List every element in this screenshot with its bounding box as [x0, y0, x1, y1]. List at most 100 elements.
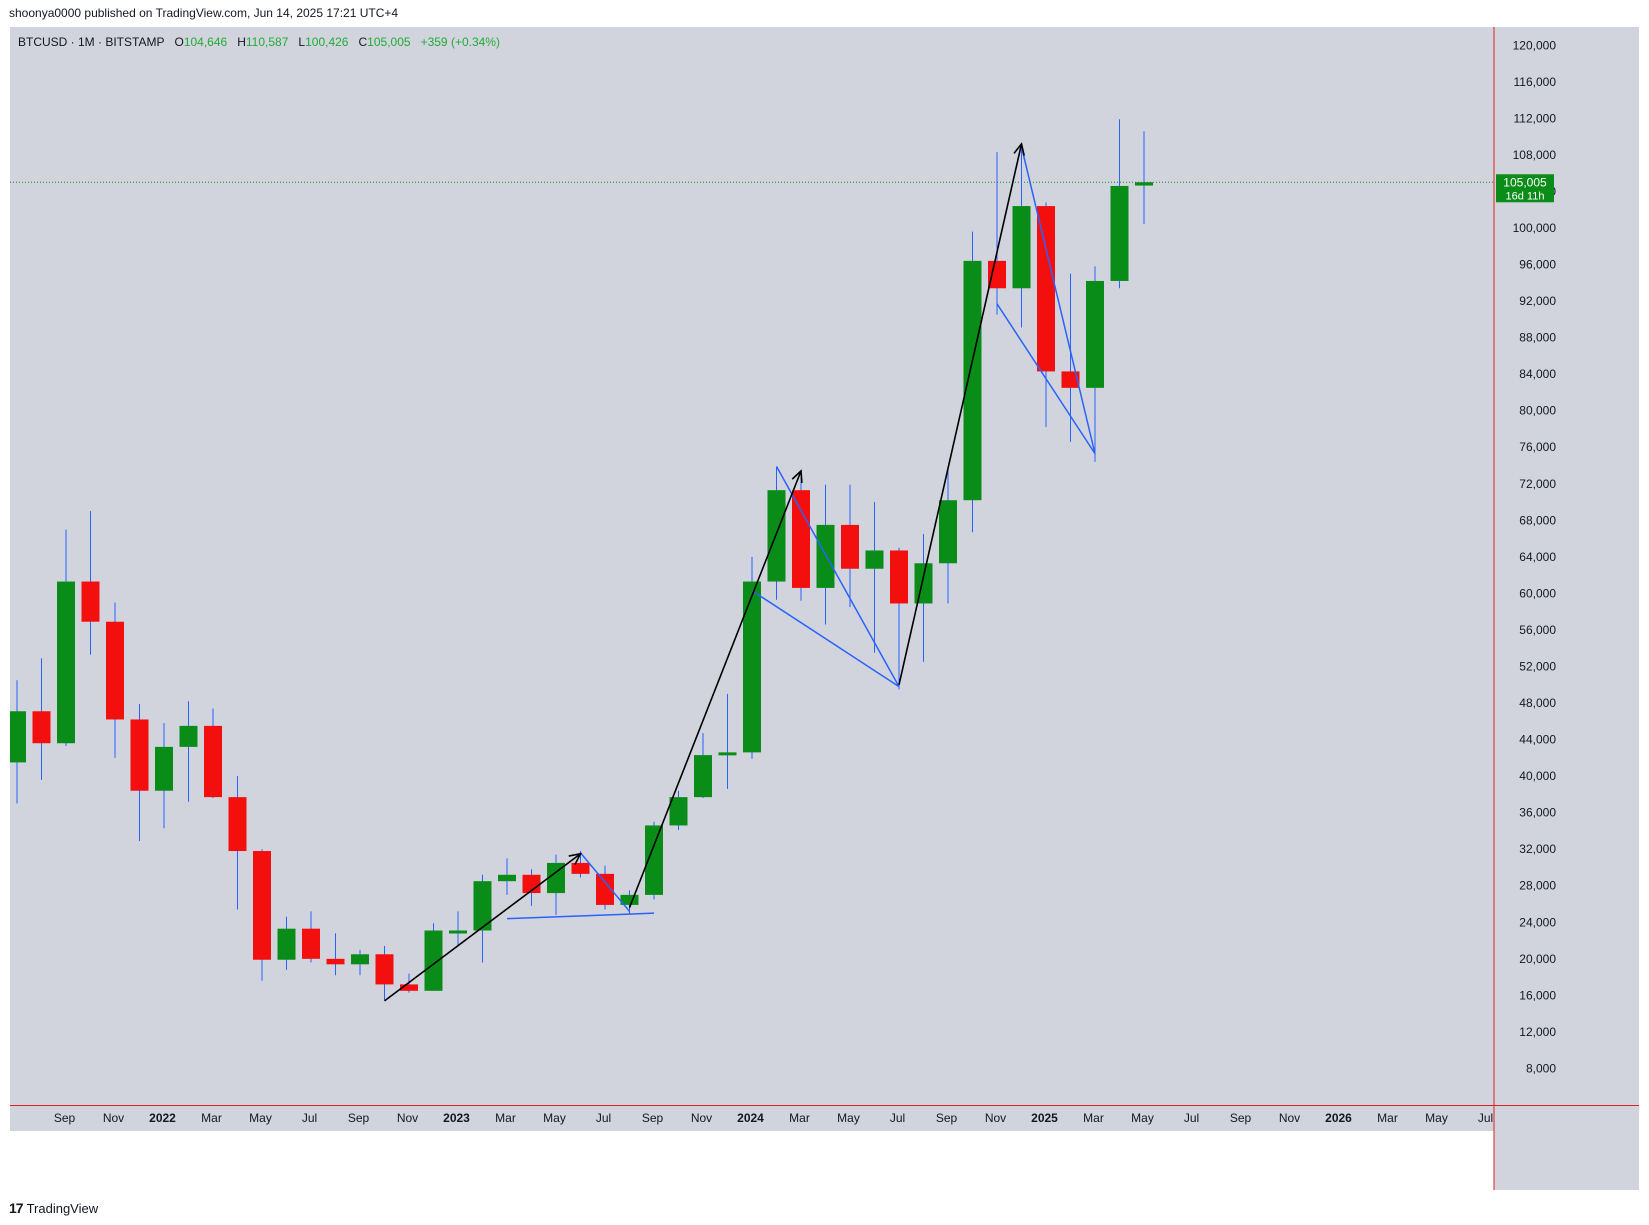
y-tick-label: 48,000 [1519, 696, 1556, 710]
trend-arrow-line[interactable] [898, 143, 1023, 685]
pattern-line[interactable] [579, 852, 631, 912]
candle-body[interactable] [596, 873, 614, 905]
low-value: 100,426 [305, 35, 349, 49]
x-tick-label: May [1425, 1111, 1448, 1125]
candle-body[interactable] [890, 550, 908, 604]
candle-body[interactable] [1110, 185, 1129, 281]
candle-body[interactable] [792, 490, 810, 588]
tradingview-logo-icon: 17 [9, 1200, 24, 1216]
y-tick-label: 32,000 [1519, 842, 1556, 856]
x-tick-label: 2025 [1031, 1111, 1058, 1125]
candle-body[interactable] [645, 825, 663, 895]
x-tick-label: Sep [54, 1111, 76, 1125]
y-tick-label: 36,000 [1519, 806, 1556, 820]
candlestick-chart[interactable]: 8,000 12,000 16,000 20,000 24,000 28,000 32,00… [10, 27, 1639, 1190]
candle-body[interactable] [718, 752, 737, 756]
candle-body[interactable] [130, 719, 149, 791]
tradingview-brand[interactable]: 17 TradingView [9, 1198, 98, 1218]
trend-arrow-line[interactable] [628, 470, 802, 908]
candle-body[interactable] [816, 524, 835, 588]
x-tick-label: Mar [1377, 1111, 1398, 1125]
arrow-head-icon [1013, 142, 1025, 156]
candle-body[interactable] [743, 581, 761, 753]
x-tick-label: Mar [789, 1111, 810, 1125]
candle-body[interactable] [522, 874, 541, 894]
change-value: +359 (+0.34%) [420, 35, 500, 49]
chart-area[interactable]: 8,000 12,000 16,000 20,000 24,000 28,000 32,00… [10, 27, 1639, 1190]
x-tick-label: Nov [691, 1111, 712, 1125]
symbol-label[interactable]: BTCUSD · 1M · BITSTAMP [18, 35, 165, 49]
y-tick-label: 72,000 [1519, 477, 1556, 491]
candle-body[interactable] [351, 954, 369, 965]
candle-body[interactable] [400, 984, 418, 991]
y-tick-label: 52,000 [1519, 659, 1556, 673]
candle-body[interactable] [914, 563, 933, 604]
candle-body[interactable] [571, 862, 590, 874]
publish-info: shoonya0000 published on TradingView.com… [9, 6, 399, 20]
y-tick-label: 84,000 [1519, 367, 1556, 381]
candle-body[interactable] [302, 928, 320, 959]
x-tick-label: May [837, 1111, 860, 1125]
y-tick-label: 60,000 [1519, 586, 1556, 600]
close-label: C [358, 35, 368, 49]
x-tick-label: Nov [397, 1111, 418, 1125]
price-badge [1496, 174, 1554, 203]
x-tick-label: Nov [103, 1111, 124, 1125]
candle-body[interactable] [865, 550, 884, 569]
pattern-line[interactable] [996, 146, 1096, 455]
candle-body[interactable] [620, 894, 639, 905]
candle-body[interactable] [988, 260, 1006, 289]
candle-body[interactable] [10, 711, 26, 763]
candle-body[interactable] [1061, 371, 1080, 388]
candle-body[interactable] [106, 621, 124, 720]
x-tick-label: Jul [596, 1111, 611, 1125]
y-tick-label: 108,000 [1513, 148, 1557, 162]
candle-body[interactable] [841, 524, 859, 569]
x-tick-label: Sep [348, 1111, 370, 1125]
y-tick-label: 56,000 [1519, 623, 1556, 637]
time-axis-background[interactable] [10, 1105, 1639, 1131]
candle-body[interactable] [424, 930, 443, 991]
x-tick-label: Sep [1230, 1111, 1252, 1125]
candle-body[interactable] [228, 797, 247, 852]
candle-body[interactable] [1012, 206, 1031, 289]
candle-body[interactable] [277, 928, 296, 960]
high-label: H [237, 35, 246, 49]
candle-body[interactable] [1135, 182, 1153, 186]
high-value: 110,587 [245, 35, 289, 49]
x-tick-label: May [1131, 1111, 1154, 1125]
candle-body[interactable] [1086, 280, 1104, 388]
y-tick-label: 64,000 [1519, 550, 1556, 564]
candle-body[interactable] [1037, 206, 1055, 372]
candle-body[interactable] [767, 490, 786, 582]
candle-body[interactable] [498, 874, 516, 882]
candle-body[interactable] [473, 881, 492, 931]
pattern-line[interactable] [751, 466, 900, 688]
y-tick-label: 16,000 [1519, 988, 1556, 1002]
x-tick-label: 2024 [737, 1111, 764, 1125]
candle-body[interactable] [32, 711, 51, 744]
candle-body[interactable] [179, 725, 198, 747]
candle-body[interactable] [81, 581, 100, 622]
candle-body[interactable] [694, 755, 712, 798]
trend-arrow-line[interactable] [384, 853, 581, 1002]
candle-body[interactable] [669, 797, 688, 826]
candle-body[interactable] [253, 851, 271, 960]
candle-body[interactable] [204, 725, 222, 798]
price-axis-background[interactable] [1494, 27, 1639, 1190]
candle-body[interactable] [326, 958, 345, 965]
candle-body[interactable] [449, 930, 467, 934]
candle-body[interactable] [375, 954, 394, 985]
low-label: L [298, 35, 306, 49]
candle-body[interactable] [57, 581, 75, 744]
pattern-line[interactable] [506, 912, 655, 920]
candle-body[interactable] [155, 746, 173, 791]
candle-body[interactable] [963, 260, 982, 501]
candle-body[interactable] [939, 500, 957, 564]
price-badge-countdown: 16d 11h [1506, 190, 1545, 202]
y-tick-label: 112,000 [1514, 111, 1557, 125]
y-tick-label: 44,000 [1519, 733, 1556, 747]
candle-body[interactable] [547, 862, 565, 894]
x-tick-label: Nov [1279, 1111, 1300, 1125]
x-tick-label: Jul [1478, 1111, 1493, 1125]
